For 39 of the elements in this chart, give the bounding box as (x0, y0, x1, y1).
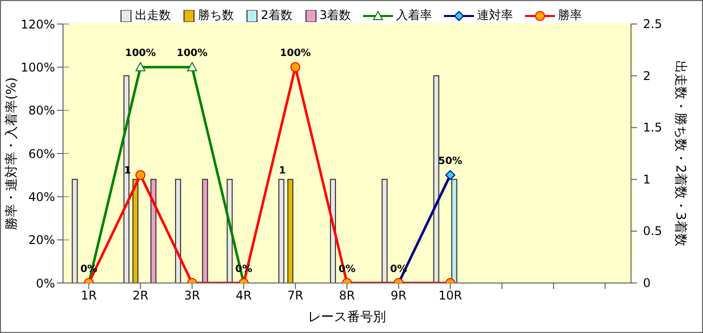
y-tick-label: 100% (20, 60, 55, 74)
x-axis-title: レース番号別 (308, 310, 386, 325)
y2-axis-title: 出走数・勝ち数・2着数・3着数 (672, 60, 688, 246)
legend-label: 2着数 (260, 7, 292, 24)
y-axis-title: 勝率・連対率・入着率(%) (4, 77, 20, 230)
x-tick-label: 4R (236, 288, 252, 303)
y-tick-label: 120% (20, 17, 55, 32)
point (290, 62, 300, 72)
x-tick-label: 10R (438, 288, 462, 303)
x-tick-label: 1R (80, 288, 97, 303)
y2-tick-label: 1 (643, 172, 651, 186)
y2-tick-label: 2 (643, 68, 651, 83)
y-tick-label: 0% (36, 276, 55, 290)
data-label: 100% (176, 48, 208, 60)
y-tick-label: 60% (28, 146, 55, 161)
y-tick-label: 20% (28, 233, 55, 248)
x-tick-label: 3R (184, 288, 200, 303)
data-label: 100% (125, 48, 156, 60)
x-tick-label: 7R (287, 288, 304, 303)
x-tick-label: 9R (390, 288, 407, 303)
y2-tick-label: 0 (643, 276, 651, 290)
point (135, 170, 146, 180)
data-label: 100% (280, 48, 311, 60)
legend-label: 勝率 (557, 7, 582, 24)
legend-label: 出走数 (134, 7, 171, 24)
y-tick-label: 40% (28, 190, 55, 204)
data-label: 50% (438, 156, 462, 168)
y2-tick-label: 1.5 (643, 120, 662, 135)
y-tick-label: 80% (28, 104, 55, 118)
legend-label: 入着率 (395, 7, 432, 24)
x-tick-label: 8R (339, 288, 355, 303)
legend-label: 勝ち数 (196, 7, 234, 24)
y2-tick-label: 2.5 (643, 17, 662, 31)
point (445, 170, 456, 180)
data-label: 1 (278, 165, 286, 176)
y2-tick-label: 0.5 (643, 224, 662, 238)
legend-label: 3着数 (318, 7, 352, 24)
legend-label: 連対率 (476, 7, 514, 24)
x-tick-label: 2R (132, 288, 148, 303)
